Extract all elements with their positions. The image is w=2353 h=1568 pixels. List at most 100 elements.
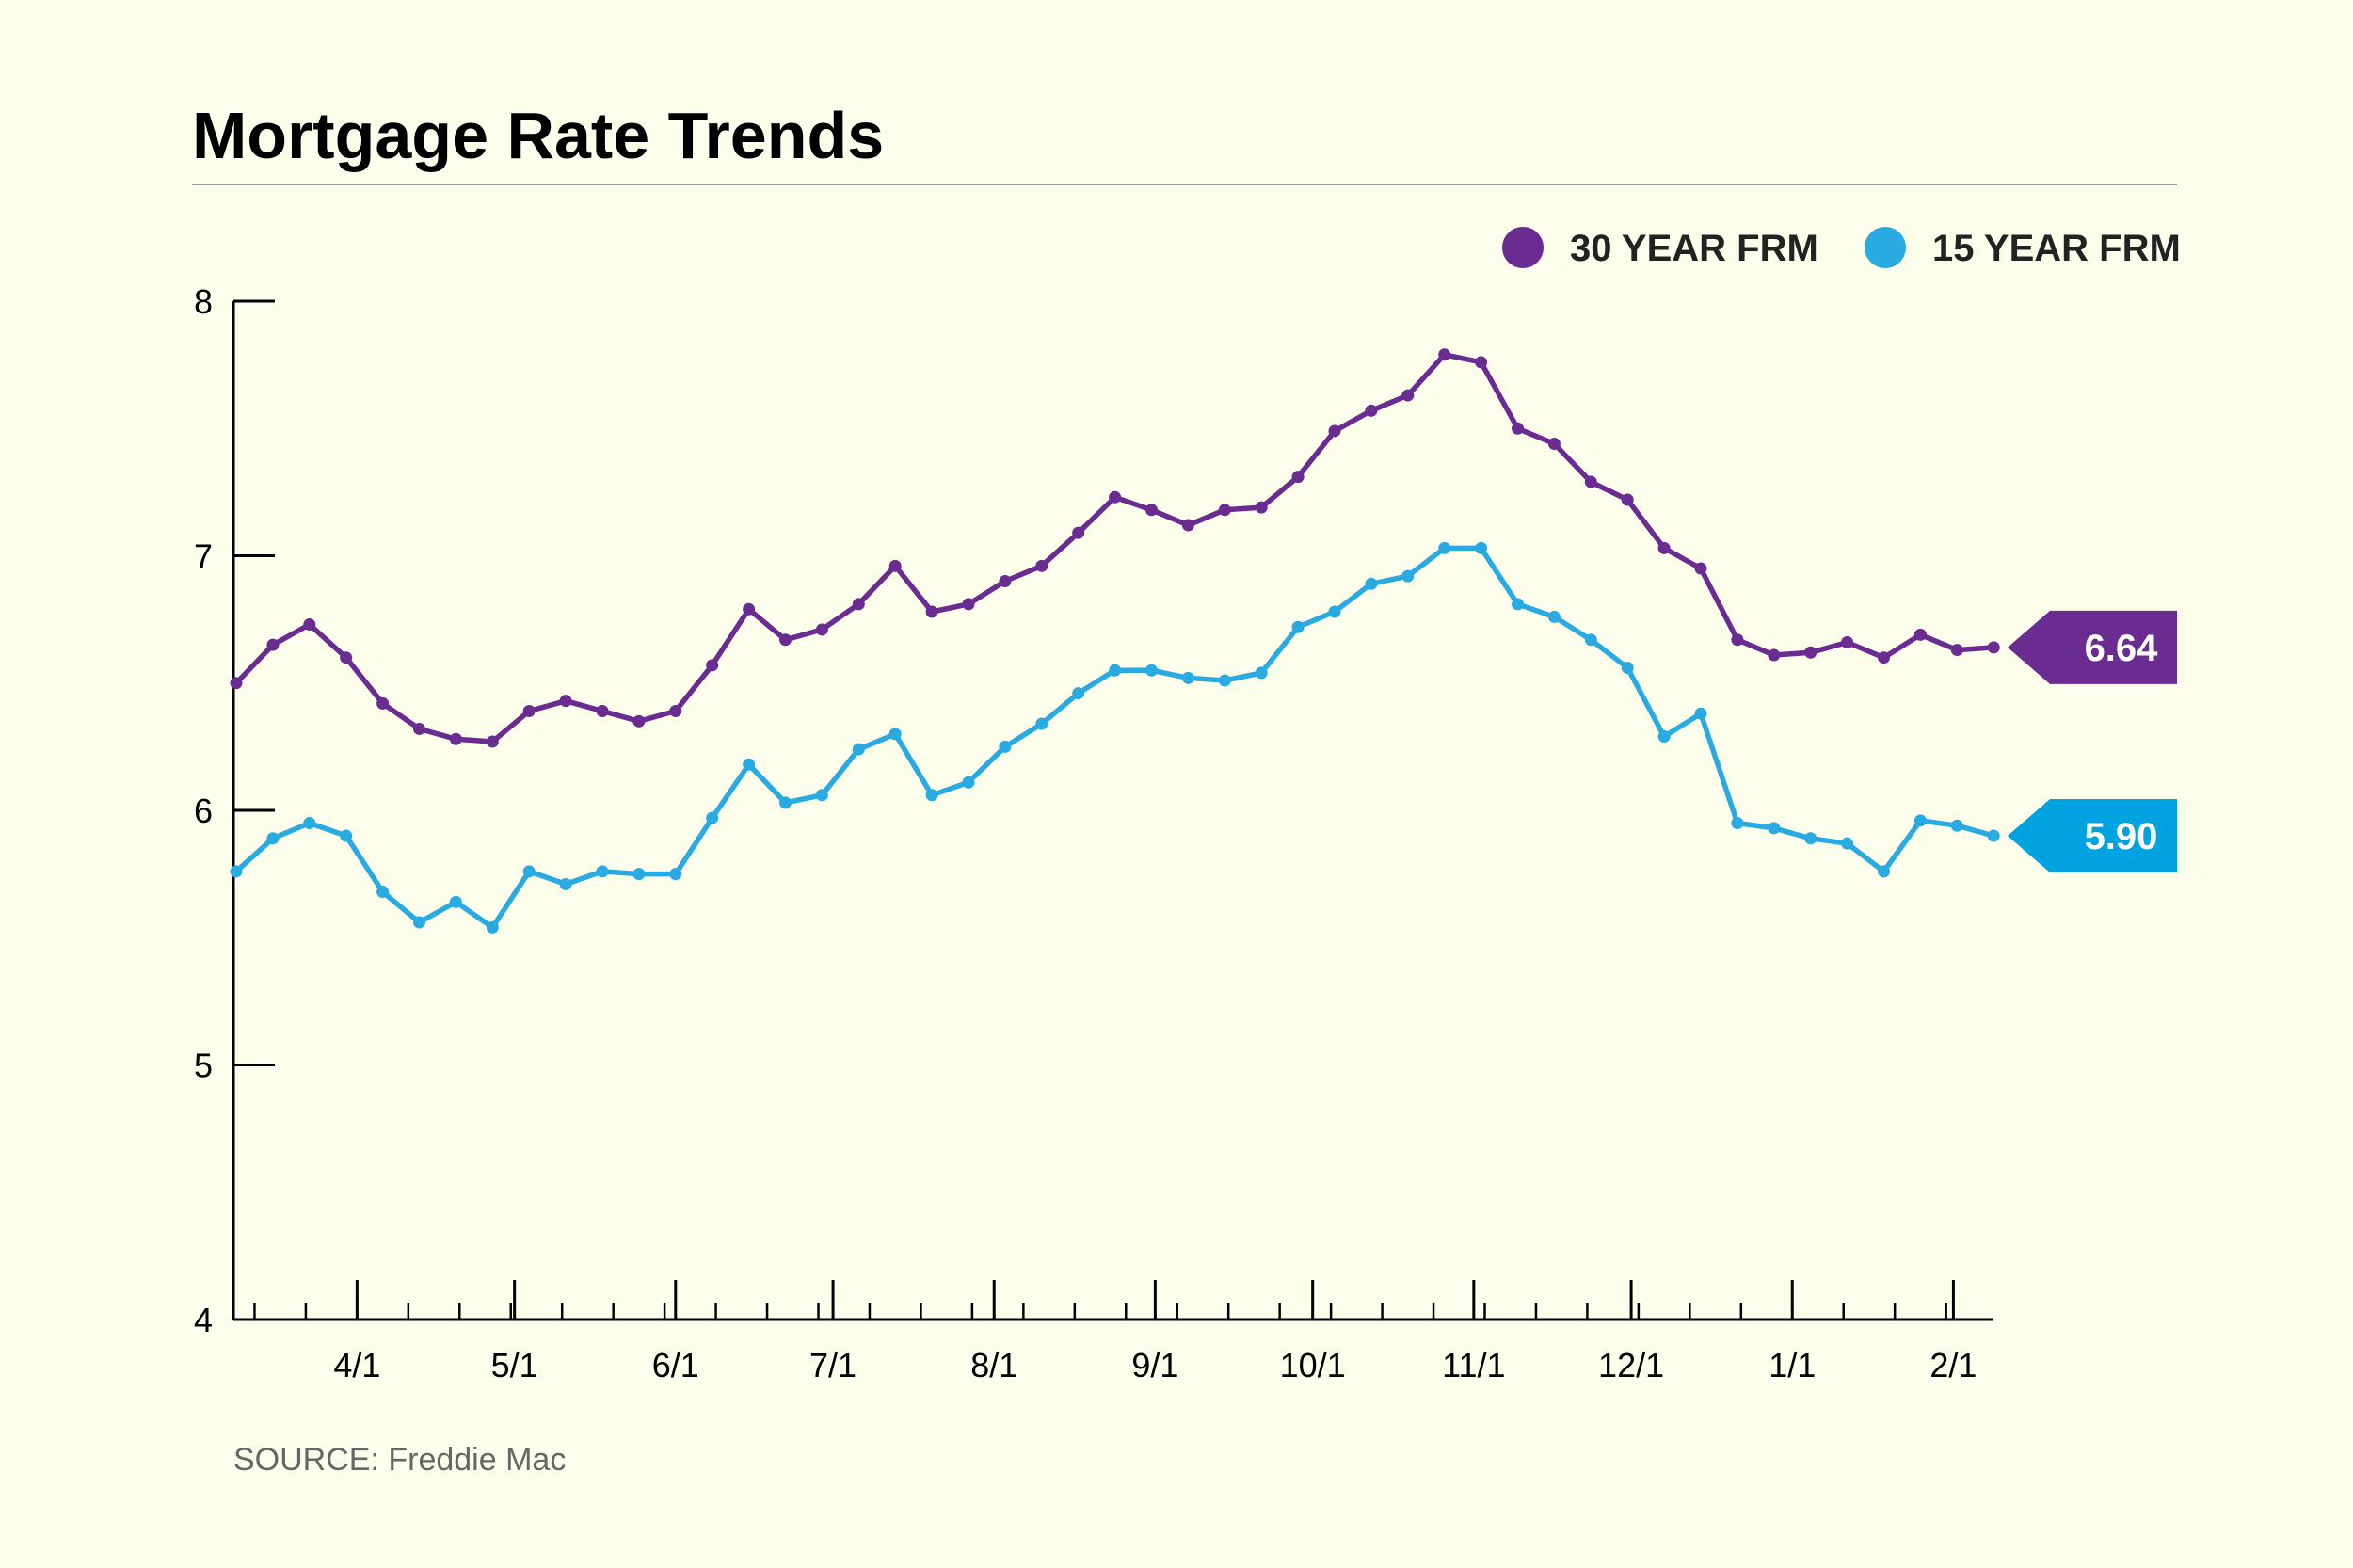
data-point [449,895,462,908]
y-tick-label: 7 [194,537,213,576]
data-point [449,732,462,745]
legend-marker [1502,227,1544,268]
data-point [1035,559,1048,572]
data-point [852,743,865,756]
data-point [1657,730,1671,744]
data-point [1255,666,1268,680]
data-point [779,633,792,647]
data-point [1694,707,1707,720]
data-point [1109,490,1122,504]
x-tick-label: 7/1 [809,1346,856,1384]
data-point [1072,526,1085,539]
data-point [596,865,609,878]
data-point [852,598,865,611]
data-point [266,832,280,845]
data-point [413,916,425,929]
callout-tag [2008,799,2177,873]
data-point [1547,610,1561,623]
data-point [1621,662,1634,675]
data-point [706,811,719,824]
data-point [303,817,316,830]
data-point [1328,605,1341,618]
y-tick-label: 6 [194,792,213,830]
chart-title: Mortgage Rate Trends [192,99,884,172]
data-point [1694,562,1707,575]
data-point [1218,674,1231,687]
legend-label: 30 YEAR FRM [1570,228,1818,269]
data-point [1255,501,1268,514]
x-tick-label: 10/1 [1280,1346,1346,1384]
data-point [632,868,646,881]
data-point [1365,577,1378,590]
data-point [1218,504,1231,517]
data-point [1072,687,1085,700]
data-point [1401,389,1415,402]
data-point [1145,664,1158,677]
x-tick-label: 2/1 [1929,1346,1977,1384]
data-point [1804,646,1817,659]
data-point [596,705,609,718]
data-point [559,695,572,708]
data-point [1512,598,1524,611]
data-point [1878,651,1890,664]
data-point [1731,817,1744,830]
y-tick-label: 4 [194,1301,213,1339]
x-tick-label: 9/1 [1131,1346,1178,1384]
data-point [1878,865,1890,878]
callout-tag [2008,610,2177,684]
series-30-year [230,348,2000,748]
series-layer [230,348,2000,934]
series-line [234,352,1994,744]
data-point [1401,569,1415,583]
data-point [1109,664,1122,677]
series-15-year [230,541,2000,934]
source-note: SOURCE: Freddie Mac [233,1442,566,1478]
data-point [1547,437,1561,450]
data-point [743,602,756,616]
data-point [1913,814,1927,827]
data-point [303,618,316,632]
value-callout: 6.64 [2008,610,2177,684]
x-tick-label: 12/1 [1598,1346,1664,1384]
legend-marker [1865,227,1906,268]
data-point [559,877,572,890]
data-point [486,920,499,934]
data-point [1987,829,2000,842]
data-point [1035,717,1048,730]
data-point [888,559,902,572]
data-point [1841,837,1854,850]
data-point [1621,493,1634,506]
x-tick-label: 4/1 [333,1346,380,1384]
data-point [779,796,792,809]
data-point [1438,348,1451,361]
x-tick-label: 8/1 [970,1346,1017,1384]
data-point [1950,819,1963,832]
callouts: 6.64 5.90 [2008,610,2177,873]
data-point [1291,620,1305,633]
x-tick-label: 1/1 [1769,1346,1816,1384]
data-point [669,868,682,881]
data-point [1475,356,1488,369]
data-point [1731,633,1744,647]
data-point [1512,422,1524,435]
x-tick-label: 11/1 [1442,1346,1505,1384]
data-point [230,865,243,878]
data-point [1987,641,2000,654]
data-point [962,776,975,789]
data-point [1181,671,1194,684]
data-point [962,598,975,611]
data-point [1584,475,1597,488]
data-point [925,789,938,802]
data-point [632,714,646,728]
data-point [1291,471,1305,484]
data-point [1475,541,1488,554]
legend: 30 YEAR FRM 15 YEAR FRM [1502,227,2181,269]
data-point [1841,635,1854,648]
data-point [1584,633,1597,647]
data-point [522,865,536,878]
value-callout: 5.90 [2008,799,2177,873]
data-point [1438,541,1451,554]
data-point [376,696,390,710]
data-point [1950,644,1963,657]
data-point [1804,832,1817,845]
